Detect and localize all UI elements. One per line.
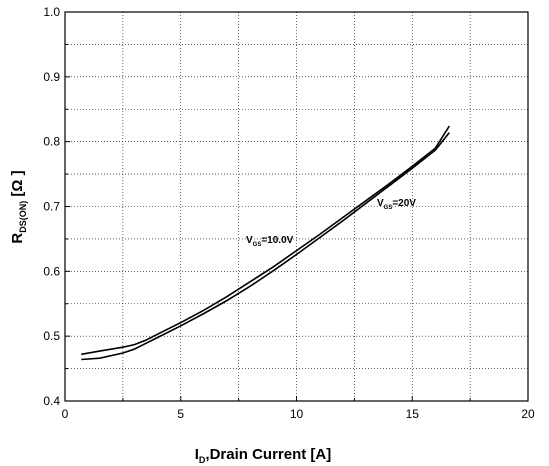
x-axis-label: ID,Drain Current [A] [195, 446, 332, 465]
y-tick-label: 0.4 [43, 394, 60, 408]
y-tick-label: 0.7 [43, 200, 60, 214]
annotation-vgs-10v: VGS=10.0V [246, 235, 294, 248]
y-axis-label: RDS(ON) [Ω ] [9, 170, 28, 243]
x-tick-label: 5 [177, 407, 184, 421]
tick-labels: 0 5 10 15 20 0.4 0.5 0.6 0.7 0.8 0.9 1.0 [43, 5, 535, 421]
x-tick-label: 20 [521, 407, 535, 421]
y-tick-label: 0.9 [43, 70, 60, 84]
y-tick-label: 1.0 [43, 5, 60, 19]
x-tick-label: 15 [406, 407, 420, 421]
y-tick-label: 0.8 [43, 135, 60, 149]
x-tick-label: 10 [290, 407, 304, 421]
y-tick-label: 0.6 [43, 264, 60, 278]
annotation-vgs-20v: VGS=20V [377, 198, 416, 211]
axis-ticks [64, 11, 529, 402]
grid [65, 12, 528, 401]
series-line-1 [81, 125, 450, 356]
x-tick-label: 0 [62, 407, 69, 421]
y-tick-label: 0.5 [43, 329, 60, 343]
series-line-2 [81, 132, 450, 361]
series-lines [81, 125, 450, 361]
